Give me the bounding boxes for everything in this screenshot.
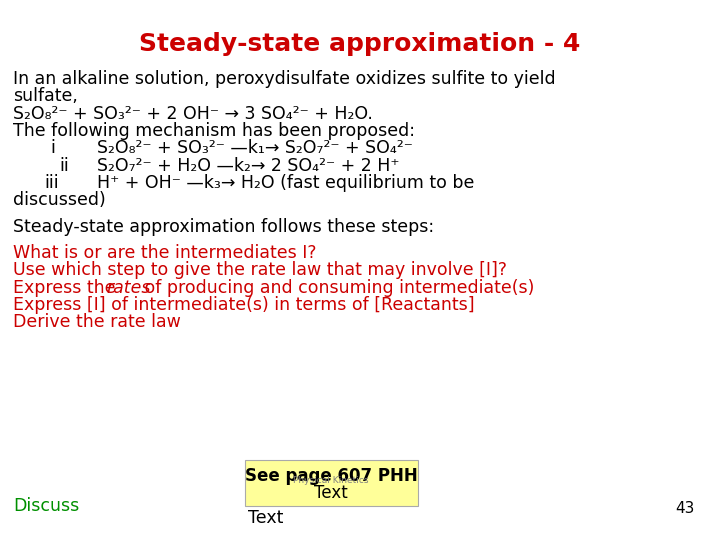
FancyBboxPatch shape — [245, 460, 418, 506]
Text: 43: 43 — [675, 501, 695, 516]
Text: Express [I] of intermediate(s) in terms of [Reactants]: Express [I] of intermediate(s) in terms … — [13, 296, 474, 314]
Text: S₂O₈²⁻ + SO₃²⁻ + 2 OH⁻ → 3 SO₄²⁻ + H₂O.: S₂O₈²⁻ + SO₃²⁻ + 2 OH⁻ → 3 SO₄²⁻ + H₂O. — [13, 105, 373, 123]
Text: S₂O₇²⁻ + H₂O —k₂→ 2 SO₄²⁻ + 2 H⁺: S₂O₇²⁻ + H₂O —k₂→ 2 SO₄²⁻ + 2 H⁺ — [97, 157, 400, 174]
Text: Express the: Express the — [13, 279, 121, 296]
Text: H⁺ + OH⁻ —k₃→ H₂O (fast equilibrium to be: H⁺ + OH⁻ —k₃→ H₂O (fast equilibrium to b… — [97, 174, 474, 192]
Text: Steady-state approximation - 4: Steady-state approximation - 4 — [139, 32, 581, 56]
Text: discussed): discussed) — [13, 191, 106, 209]
Text: Use which step to give the rate law that may involve [I]?: Use which step to give the rate law that… — [13, 261, 507, 279]
Text: Derive the rate law: Derive the rate law — [13, 313, 181, 331]
Text: Text: Text — [315, 484, 348, 502]
Text: See page 607 PHH: See page 607 PHH — [245, 467, 418, 485]
Text: S₂O₈²⁻ + SO₃²⁻ —k₁→ S₂O₇²⁻ + SO₄²⁻: S₂O₈²⁻ + SO₃²⁻ —k₁→ S₂O₇²⁻ + SO₄²⁻ — [97, 139, 413, 157]
Text: of producing and consuming intermediate(s): of producing and consuming intermediate(… — [139, 279, 534, 296]
Text: The following mechanism has been proposed:: The following mechanism has been propose… — [13, 122, 415, 140]
Text: iii: iii — [45, 174, 59, 192]
Text: i: i — [50, 139, 55, 157]
Text: Discuss: Discuss — [13, 497, 79, 515]
Text: rates: rates — [107, 279, 151, 296]
Text: In an alkaline solution, peroxydisulfate oxidizes sulfite to yield: In an alkaline solution, peroxydisulfate… — [13, 70, 556, 88]
Text: Steady-state approximation follows these steps:: Steady-state approximation follows these… — [13, 218, 434, 236]
Text: Text: Text — [248, 509, 284, 526]
Text: Physical Kinetics: Physical Kinetics — [294, 476, 369, 485]
Text: ii: ii — [59, 157, 69, 174]
Text: sulfate,: sulfate, — [13, 87, 78, 105]
Text: What is or are the intermediates I?: What is or are the intermediates I? — [13, 244, 317, 262]
